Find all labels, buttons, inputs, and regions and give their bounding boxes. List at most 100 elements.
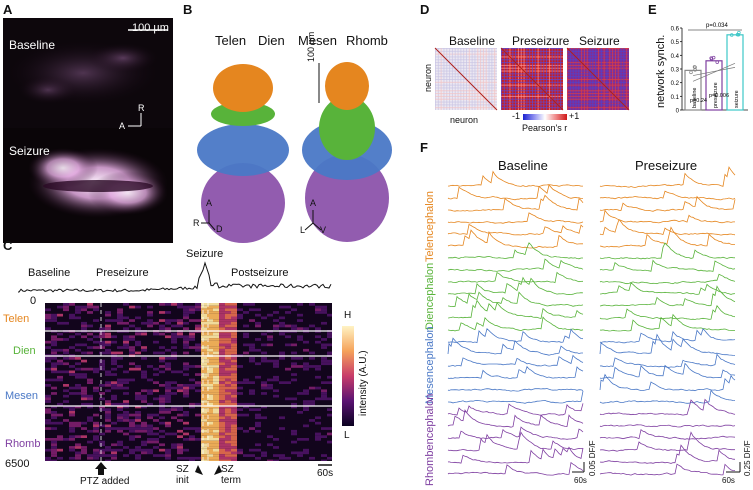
panel-c-colorbar (342, 326, 354, 426)
panel-d-title-baseline: Baseline (449, 34, 496, 48)
f-trace (447, 299, 584, 319)
panel-c-phase-preseizure: Preseizure (96, 267, 149, 279)
e-category-label: seizure (734, 90, 740, 108)
f-trace (447, 276, 584, 295)
e-point (729, 33, 734, 37)
f-trace (599, 313, 736, 332)
e-bar (684, 69, 702, 111)
e-pvalue: p=0.006 (709, 93, 729, 99)
f-trace (447, 328, 584, 344)
panel-b-region-mesen: Mesen (298, 33, 338, 48)
panel-b-region-dien: Dien (258, 33, 285, 48)
f-trace (447, 316, 584, 332)
f-trace (447, 258, 584, 272)
panel-f-region-telen: Telencephalon (424, 191, 436, 262)
e-trend-line (692, 67, 736, 76)
f-trace (447, 354, 584, 367)
f-trace (599, 190, 736, 201)
e-ytick-label: 0 (676, 109, 680, 115)
panel-c-region-rhomb: Rhomb (5, 438, 41, 450)
panel-e-letter: E (648, 2, 657, 17)
e-ytick-label: 0.3 (671, 68, 680, 74)
e-ytick-label: 0.5 (671, 40, 680, 46)
f-trace (599, 273, 736, 285)
panel-c-y-bottom: 6500 (5, 458, 30, 470)
panel-a-seizure-label: Seizure (9, 144, 50, 158)
panel-d-title-seizure: Seizure (579, 34, 620, 48)
panel-b-brain-maps (197, 62, 392, 243)
e-point (735, 32, 740, 37)
f-trace (600, 282, 736, 295)
e-ytick-label: 0.6 (671, 27, 680, 33)
panel-b-brain-lateral (302, 62, 392, 242)
f-trace (599, 328, 736, 344)
panel-d-correlation-matrices (434, 47, 630, 111)
panel-b-axis-r: R (193, 218, 200, 228)
panel-b-axis-a: A (206, 198, 213, 208)
f-trace (599, 353, 736, 368)
f-trace (448, 291, 584, 308)
e-point (693, 65, 697, 69)
panel-f-scale-left-x: 60s (574, 476, 587, 485)
f-trace (448, 390, 584, 404)
panel-b-axis-l: L (300, 225, 306, 235)
panel-b-axis-v: V (320, 225, 327, 235)
panel-f-traces (447, 166, 741, 476)
panel-b-region-rhomb: Rhomb (346, 33, 388, 48)
f-trace (447, 170, 583, 187)
panel-c-region-telen: Telen (3, 313, 30, 325)
e-pvalue: p=0.24 (690, 98, 707, 104)
panel-e-bar-chart: 0 0.1 0.2 0.3 0.4 0.5 0.6 baseline preseizure sei… (671, 23, 748, 115)
panel-a-baseline-label: Baseline (9, 38, 56, 52)
panel-d-title-preseizure: Preseizure (512, 34, 570, 48)
f-trace (599, 218, 736, 236)
panel-a-axis-a: A (119, 121, 126, 131)
f-trace (447, 409, 584, 428)
e-ytick-label: 0.4 (671, 54, 680, 60)
panel-c-marker-szinit: SZ init (176, 464, 189, 486)
panel-c-colorbar-label: intensity (A.U.) (358, 350, 369, 416)
panel-c-colorbar-low: L (344, 430, 350, 441)
f-trace (599, 304, 736, 320)
panel-d-colorbar (523, 114, 567, 120)
f-trace (447, 242, 583, 260)
panel-c-phase-baseline: Baseline (28, 267, 71, 279)
f-trace (599, 463, 736, 476)
panel-f-title-preseizure: Preseizure (635, 158, 698, 173)
f-trace (447, 223, 584, 236)
f-trace (599, 333, 736, 356)
f-trace (447, 184, 584, 201)
panel-c-phase-seizure: Seizure (186, 248, 224, 260)
panel-a-orientation-axes (128, 113, 142, 127)
panel-d-letter: D (420, 2, 430, 17)
panel-f-region-mesen: Mesencephalon (424, 326, 436, 404)
f-trace (599, 209, 735, 224)
panel-d-cbar-max: +1 (569, 111, 580, 121)
f-trace (447, 212, 584, 224)
f-trace (447, 388, 584, 392)
panel-a-letter: A (3, 2, 13, 17)
f-trace (599, 259, 736, 272)
f-trace (599, 285, 736, 307)
panel-d-cbar-label: Pearson's r (522, 123, 568, 133)
f-trace (599, 226, 735, 248)
panel-a-micrograph (3, 18, 173, 243)
f-trace (599, 431, 736, 452)
e-bar (705, 60, 723, 111)
e-category-label: preseizure (713, 82, 719, 108)
e-point (709, 56, 713, 60)
e-point (715, 60, 719, 64)
e-ytick-label: 0.2 (671, 81, 680, 87)
f-trace (448, 271, 584, 284)
f-trace (599, 398, 736, 416)
f-trace (447, 337, 583, 356)
f-trace (599, 428, 736, 440)
panel-c-arrows (95, 462, 222, 475)
f-trace (447, 426, 584, 440)
f-trace (599, 444, 736, 464)
panel-f-scale-right-x: 60s (722, 476, 735, 485)
f-trace (599, 166, 736, 188)
panel-f-region-dien: Diencephalon (424, 262, 436, 330)
panel-f-region-rhomb: Rhombencephalon (424, 393, 436, 486)
f-trace (447, 431, 584, 452)
